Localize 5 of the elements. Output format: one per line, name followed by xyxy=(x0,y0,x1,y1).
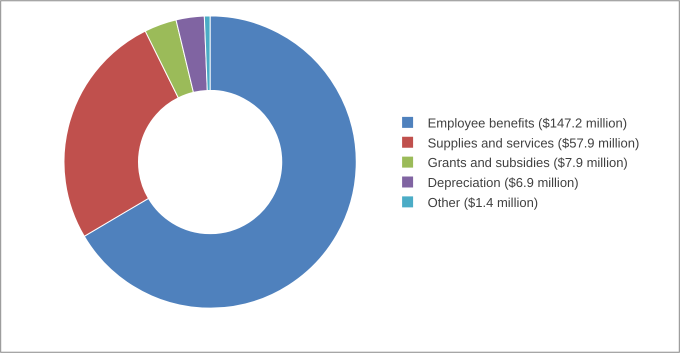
legend-label: Employee benefits ($147.2 million) xyxy=(428,115,628,130)
legend-label: Grants and subsidies ($7.9 million) xyxy=(428,155,628,170)
legend-label: Other ($1.4 million) xyxy=(428,195,538,210)
legend-label: Supplies and services ($57.9 million) xyxy=(428,135,640,150)
legend-label: Depreciation ($6.9 million) xyxy=(428,175,579,190)
